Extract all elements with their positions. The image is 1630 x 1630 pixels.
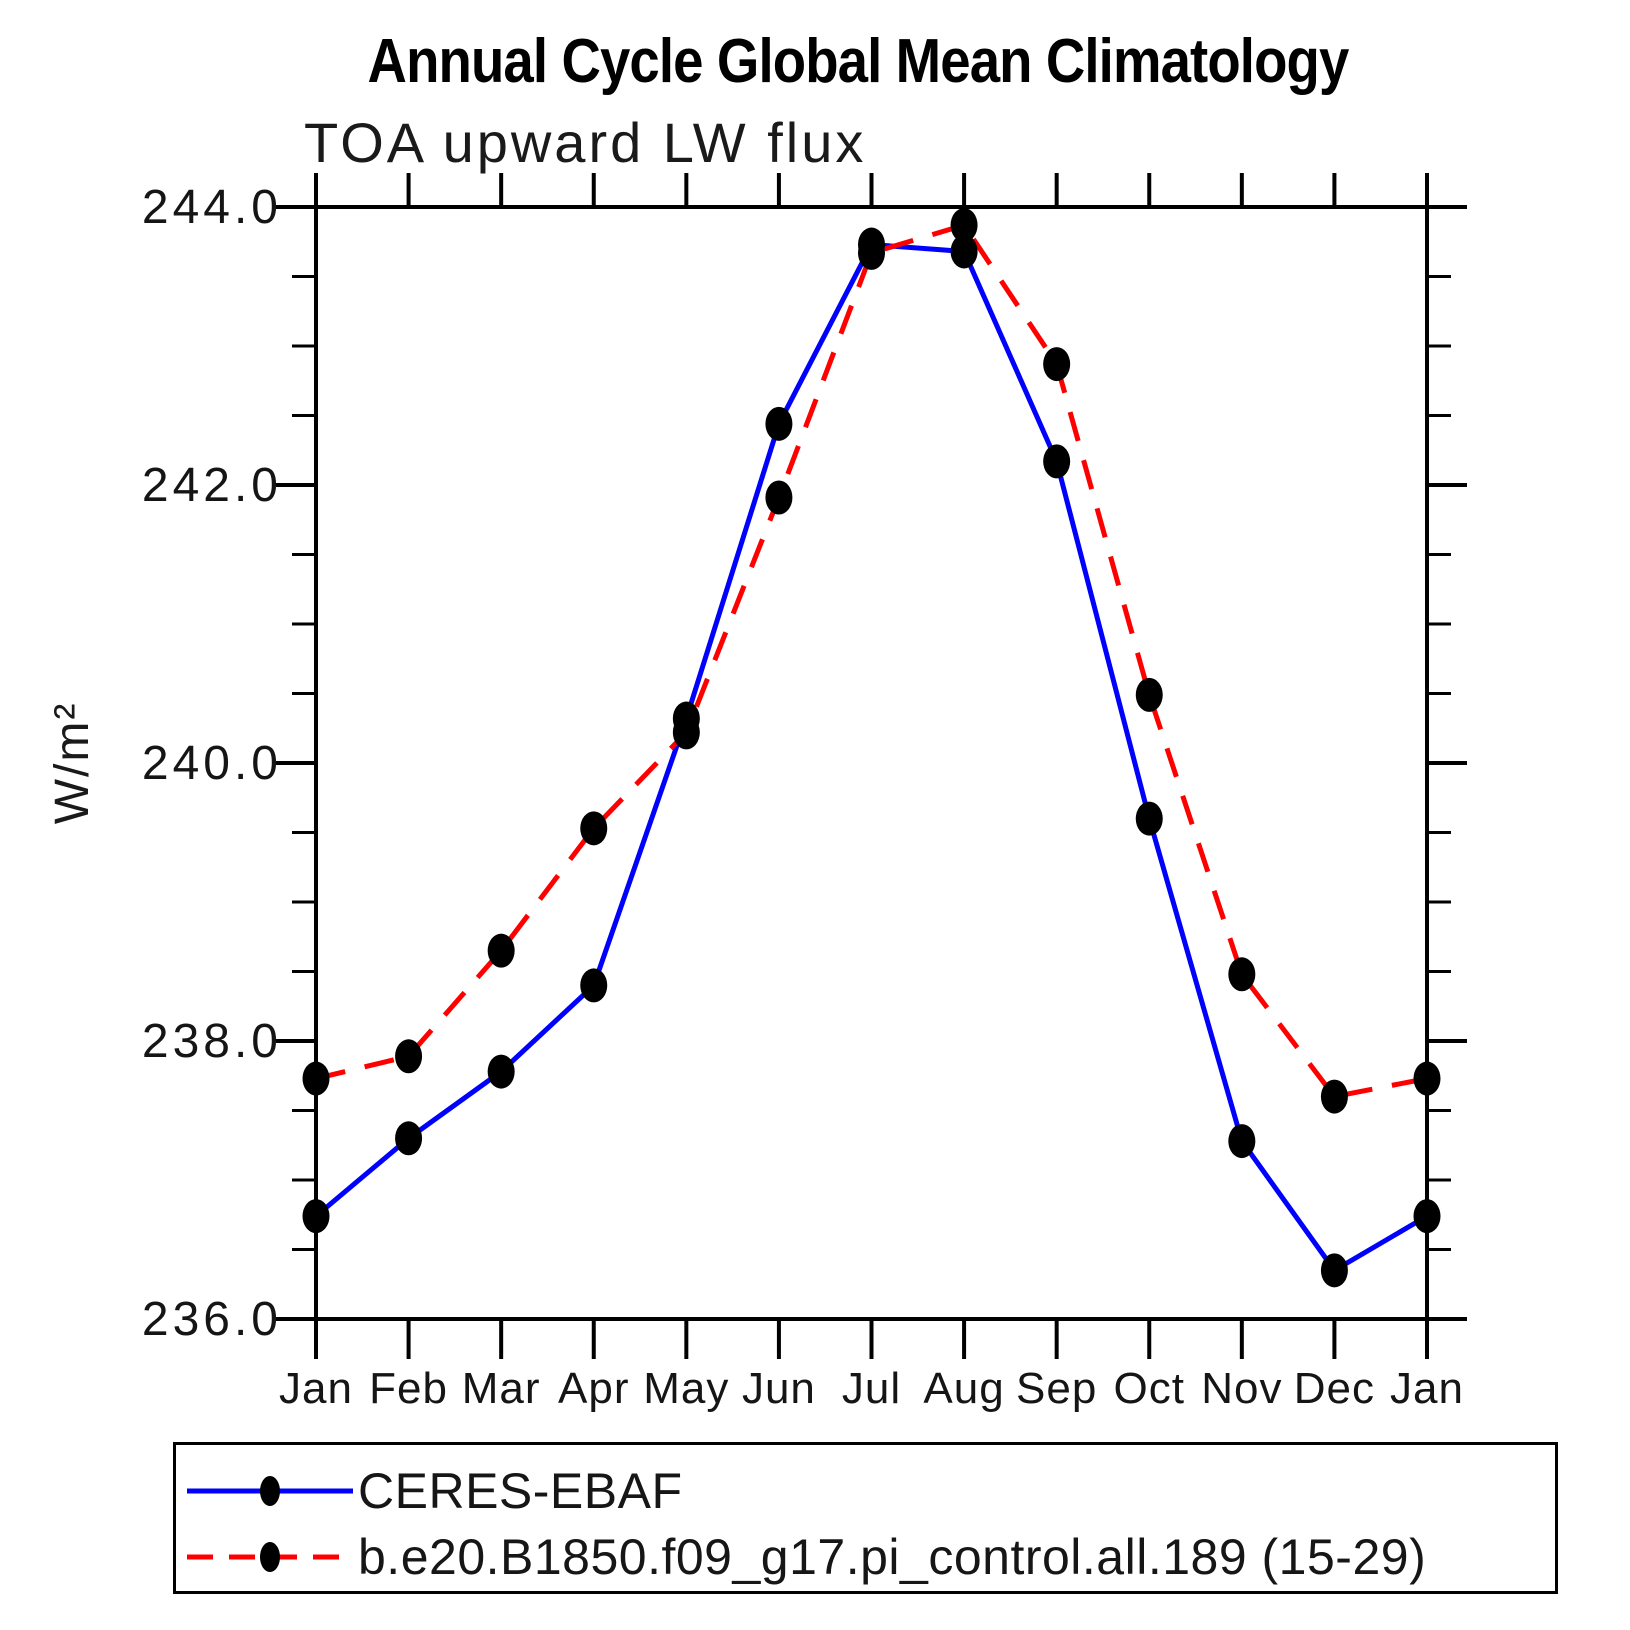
legend-item-ceres: CERES-EBAF xyxy=(184,1463,683,1519)
data-point-marker xyxy=(395,1121,423,1156)
data-point-marker xyxy=(672,715,700,750)
legend: CERES-EBAF b.e20.B1850.f09_g17.pi_contro… xyxy=(173,1442,1558,1594)
series-markers xyxy=(302,208,1441,1114)
x-tick-label: Oct xyxy=(1114,1364,1185,1413)
data-point-marker xyxy=(950,208,978,243)
data-point-marker xyxy=(950,234,978,269)
legend-sample-dashed-line xyxy=(187,1542,353,1572)
legend-sample-solid-line xyxy=(187,1476,353,1506)
x-tick-label: Jan xyxy=(1390,1364,1464,1413)
data-point-marker xyxy=(302,1199,330,1234)
data-point-marker xyxy=(1228,957,1256,992)
series-ceres xyxy=(314,242,1429,1273)
data-point-marker xyxy=(1320,1253,1348,1288)
y-tick-label: 238.0 xyxy=(142,1015,282,1068)
series-markers xyxy=(302,227,1441,1288)
x-tick-label: May xyxy=(643,1364,729,1413)
data-point-marker xyxy=(487,933,515,968)
y-tick-label: 242.0 xyxy=(142,459,282,512)
x-tick-label: Dec xyxy=(1294,1364,1375,1413)
data-point-marker xyxy=(1320,1079,1348,1114)
data-point-marker xyxy=(1043,444,1071,479)
data-point-marker xyxy=(1413,1061,1441,1096)
series-line xyxy=(314,242,1429,1273)
legend-marker-dot xyxy=(260,1542,280,1572)
series-line xyxy=(315,222,1428,1100)
x-tick-label: Nov xyxy=(1201,1364,1282,1413)
x-tick-label: Sep xyxy=(1016,1364,1097,1413)
plot-frame xyxy=(314,205,1429,1321)
data-point-marker xyxy=(1413,1199,1441,1234)
data-point-marker xyxy=(765,406,793,441)
x-tick-label: Apr xyxy=(558,1364,629,1413)
data-point-marker xyxy=(302,1061,330,1096)
x-tick-label: Jul xyxy=(842,1364,901,1413)
y-tick-label: 244.0 xyxy=(142,181,282,234)
data-point-marker xyxy=(487,1054,515,1089)
x-tick-label: Jun xyxy=(742,1364,816,1413)
series-model xyxy=(315,222,1428,1100)
data-point-marker xyxy=(1135,677,1163,712)
x-tick-label: Feb xyxy=(369,1364,448,1413)
x-tick-label: Aug xyxy=(923,1364,1004,1413)
data-point-marker xyxy=(1135,801,1163,836)
chart-title: Annual Cycle Global Mean Climatology xyxy=(367,27,1350,96)
data-point-marker xyxy=(580,968,608,1003)
legend-label-model: b.e20.B1850.f09_g17.pi_control.all.189 (… xyxy=(358,1529,1427,1585)
legend-label-ceres: CERES-EBAF xyxy=(358,1463,683,1519)
legend-item-model: b.e20.B1850.f09_g17.pi_control.all.189 (… xyxy=(184,1529,1426,1585)
x-tick-label: Jan xyxy=(279,1364,353,1413)
data-point-marker xyxy=(1043,347,1071,382)
axes xyxy=(276,173,1467,1359)
x-tick-label: Mar xyxy=(462,1364,541,1413)
data-point-marker xyxy=(858,235,885,270)
legend-marker-dot xyxy=(260,1476,280,1506)
data-point-marker xyxy=(765,480,793,515)
chart-subtitle: TOA upward LW flux xyxy=(304,111,867,174)
data-point-marker xyxy=(1228,1124,1256,1159)
data-point-marker xyxy=(580,811,608,846)
data-point-marker xyxy=(395,1039,423,1074)
y-tick-label: 240.0 xyxy=(142,737,282,790)
y-tick-label: 236.0 xyxy=(142,1293,282,1346)
